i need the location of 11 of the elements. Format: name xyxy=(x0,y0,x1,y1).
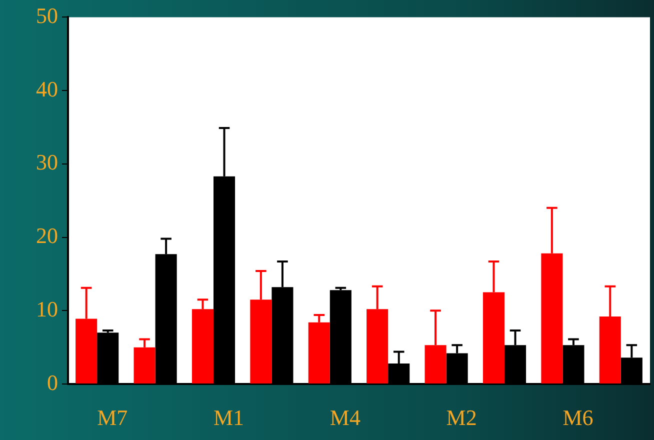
x-tick-label: M2 xyxy=(446,404,477,430)
x-tick-label: M7 xyxy=(97,404,128,430)
y-tick-label: 50 xyxy=(36,2,58,28)
y-tick-label: 0 xyxy=(47,370,58,395)
x-tick-label: M4 xyxy=(330,404,360,430)
x-tick-label: M1 xyxy=(214,404,244,430)
y-tick-label: 30 xyxy=(36,150,58,175)
y-tick-label: 40 xyxy=(36,76,58,102)
x-tick-label: M6 xyxy=(562,404,594,430)
y-tick-label: 20 xyxy=(36,223,58,248)
y-tick-label: 10 xyxy=(36,296,58,322)
